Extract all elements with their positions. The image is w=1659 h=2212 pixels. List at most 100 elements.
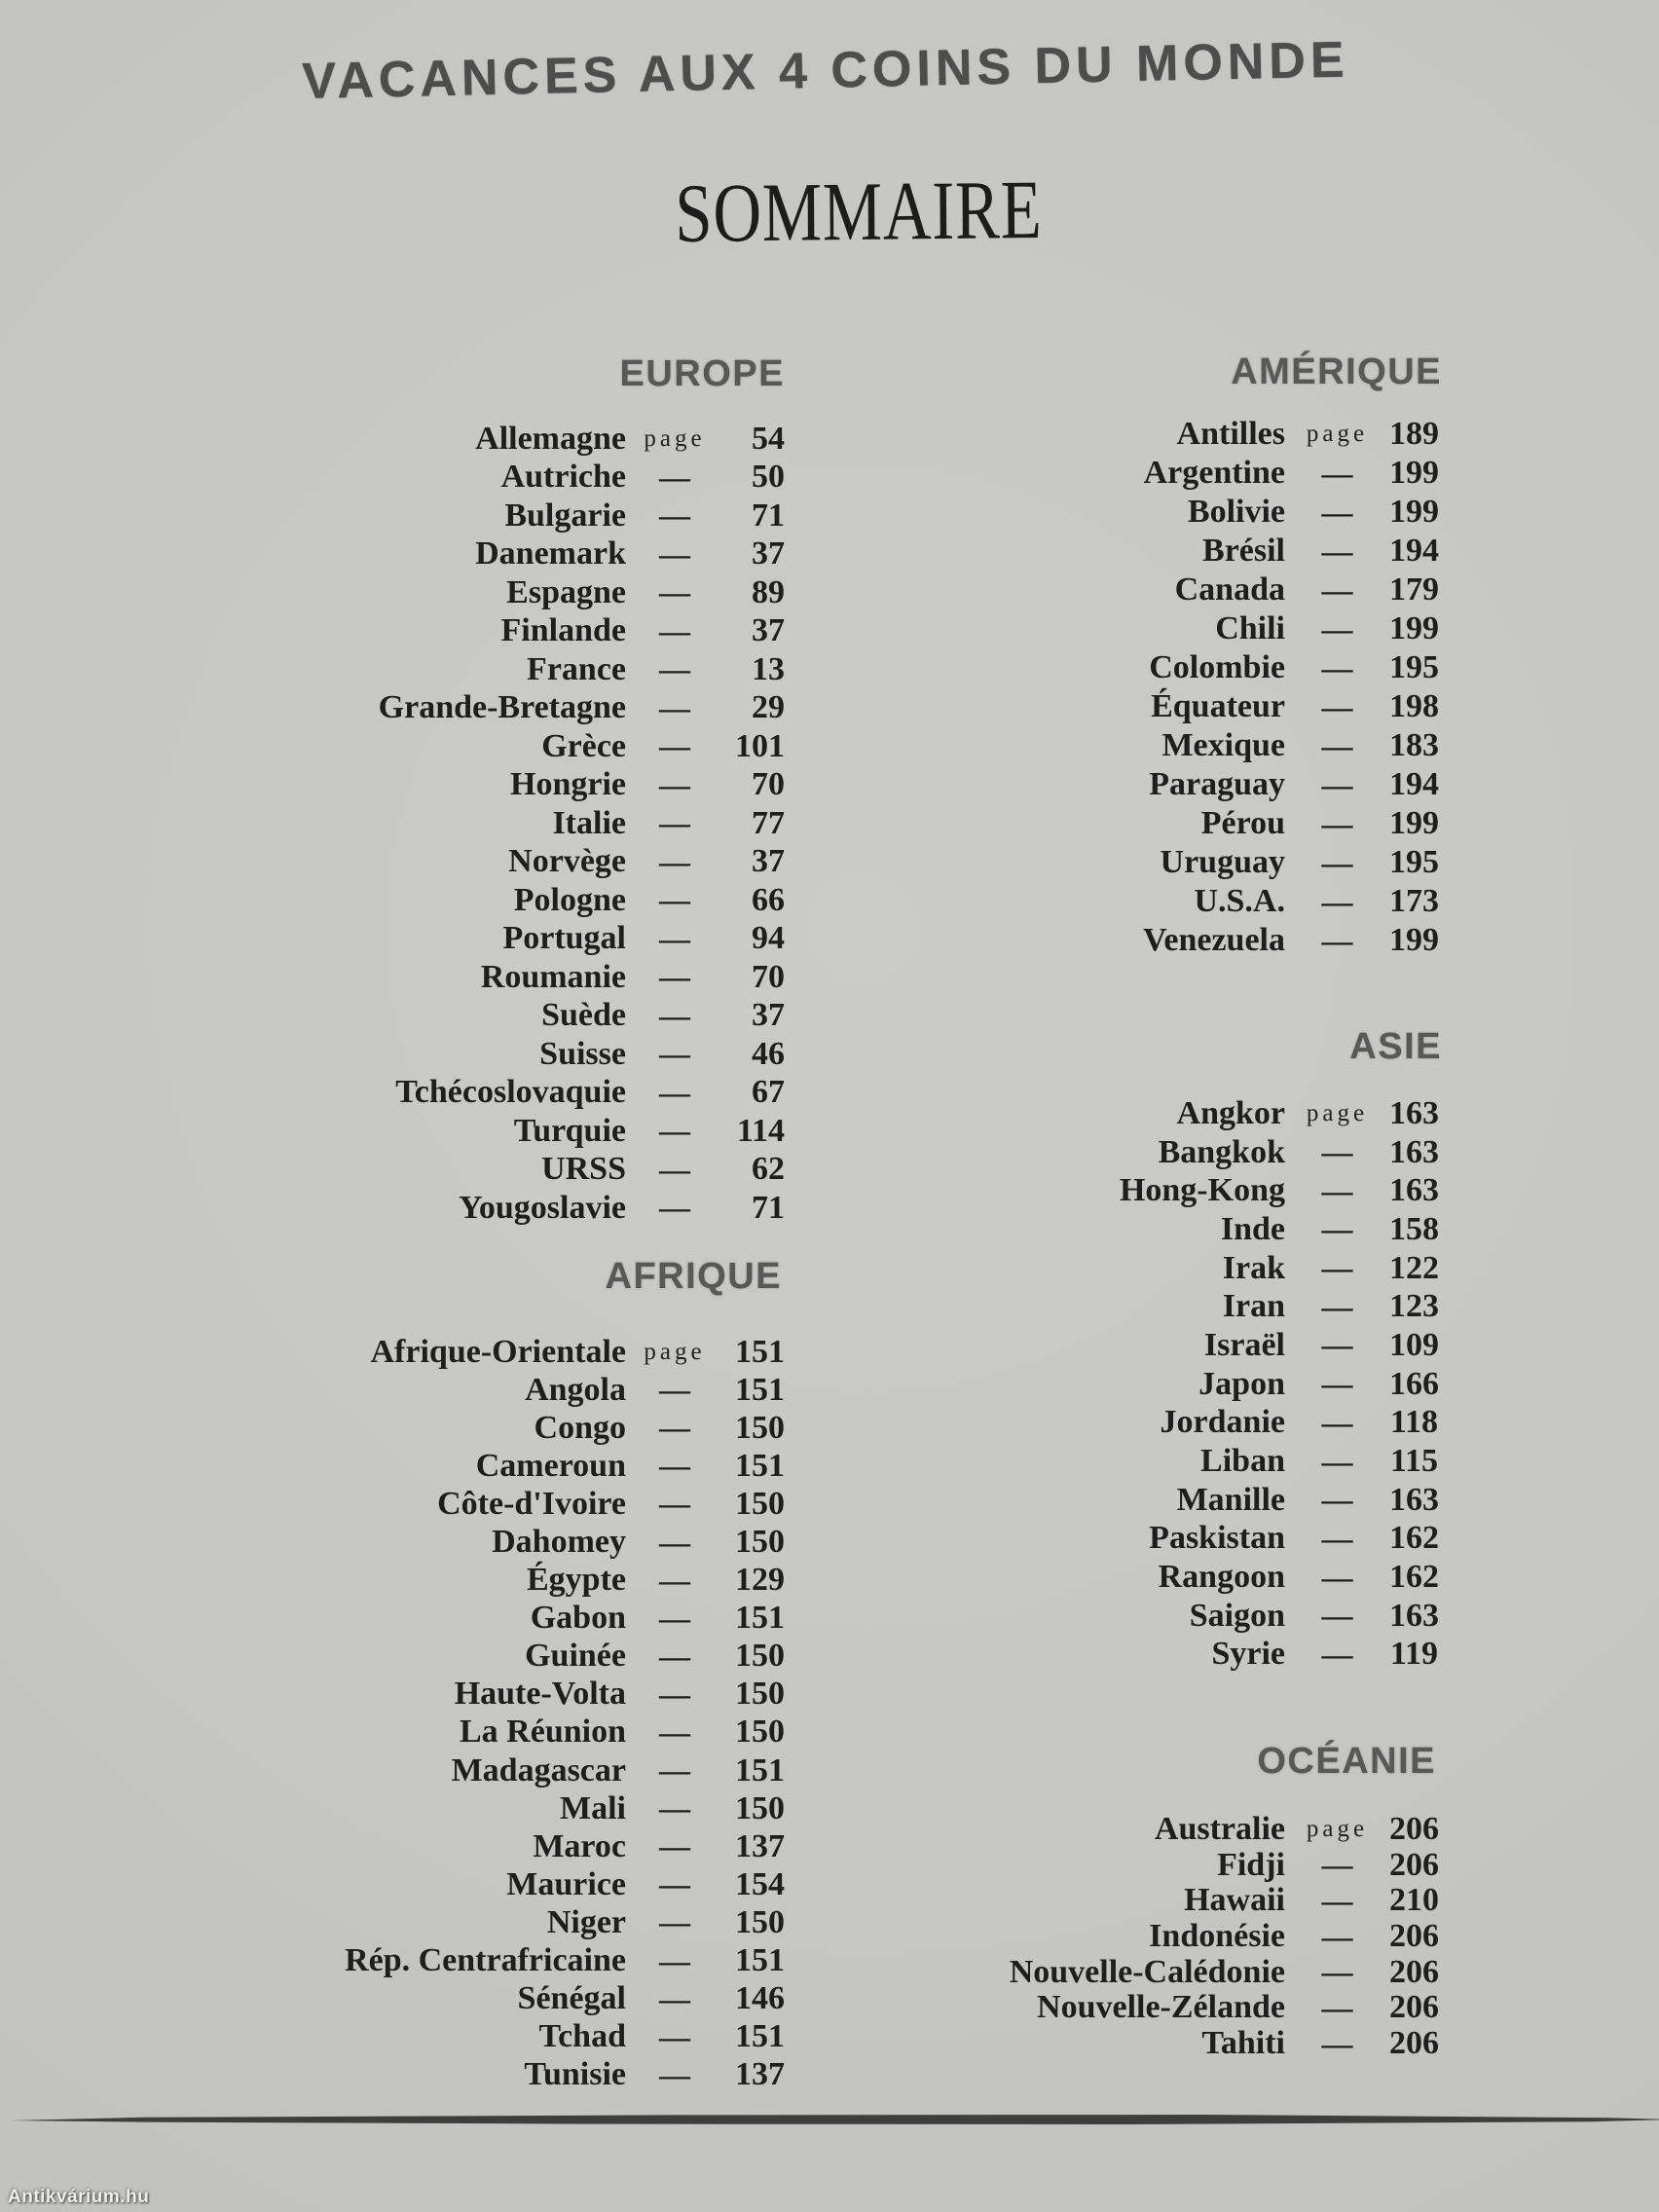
toc-entry: Cameroun — 151 <box>234 1447 785 1485</box>
country-name: Turquie <box>513 1112 626 1149</box>
country-name: Manille <box>1176 1481 1285 1518</box>
toc-entry: Colombie — 195 <box>935 648 1439 687</box>
page-number: 89 <box>752 573 785 610</box>
toc-entry: Roumanie — 70 <box>234 958 785 997</box>
page-number: 67 <box>752 1074 785 1111</box>
country-name: Mali <box>560 1789 626 1826</box>
country-name: Nouvelle-Zélande <box>1037 1989 1285 2026</box>
toc-entry: Danemark — 37 <box>234 535 785 574</box>
page-number: 163 <box>1389 1597 1439 1634</box>
toc-entry: Brésil — 194 <box>935 532 1439 571</box>
dash-separator: — <box>659 805 690 841</box>
dash-separator: — <box>659 1676 690 1712</box>
page-number: 199 <box>1389 455 1439 491</box>
dash-separator: — <box>1321 922 1353 958</box>
page-number: 210 <box>1389 1882 1439 1919</box>
page-number: 154 <box>735 1865 785 1902</box>
toc-entry: La Réunion — 150 <box>234 1714 785 1751</box>
page-number: 151 <box>735 1600 785 1637</box>
toc-entry: Manille — 163 <box>935 1481 1439 1520</box>
country-name: Venezuela <box>1142 922 1285 958</box>
country-name: Afrique-Orientale <box>370 1333 627 1370</box>
country-name: Tunisie <box>524 2056 626 2093</box>
section-header-europe: EUROPE <box>619 353 785 394</box>
dash-separator: — <box>1321 455 1353 491</box>
page-number: 195 <box>1389 649 1439 685</box>
toc-entry: Bangkok — 163 <box>935 1133 1439 1172</box>
page-number: 194 <box>1389 766 1439 802</box>
country-name: Tchécoslovaquie <box>395 1074 626 1111</box>
page-number: 119 <box>1389 1636 1438 1673</box>
page-word: page <box>644 424 706 452</box>
toc-entry: Indonésie — 206 <box>935 1918 1439 1954</box>
toc-entry: Venezuela — 199 <box>935 921 1439 960</box>
page-number: 199 <box>1389 922 1439 958</box>
dash-separator: — <box>1321 494 1353 530</box>
dash-separator: — <box>1321 1211 1353 1247</box>
dash-separator: — <box>659 1904 690 1940</box>
country-name: Bulgarie <box>504 497 626 534</box>
dash-separator: — <box>1321 610 1353 646</box>
country-name: Angola <box>525 1371 626 1408</box>
page-number: 206 <box>1389 1989 1439 2026</box>
page-number: 37 <box>752 612 785 649</box>
toc-entry: Israël — 109 <box>935 1326 1439 1365</box>
country-name: Liban <box>1200 1443 1285 1480</box>
toc-entry: Maurice — 154 <box>234 1865 785 1903</box>
dash-separator: — <box>659 1448 690 1484</box>
country-name: Paraguay <box>1149 766 1285 802</box>
toc-entry: Turquie — 114 <box>234 1112 785 1151</box>
toc-entry: Japon — 166 <box>935 1365 1439 1404</box>
toc-entry: Congo — 150 <box>234 1409 785 1447</box>
country-name: Uruguay <box>1160 844 1285 880</box>
dash-separator: — <box>659 1190 690 1226</box>
toc-entry: Uruguay — 195 <box>935 843 1439 882</box>
dash-separator: — <box>659 1372 690 1408</box>
section-header-afrique: AFRIQUE <box>605 1256 782 1297</box>
dash-separator: — <box>1321 1954 1353 1990</box>
country-name: Allemagne <box>475 420 626 457</box>
dash-separator: — <box>659 1036 690 1072</box>
toc-entry: Tchécoslovaquie — 67 <box>234 1074 785 1113</box>
dash-separator: — <box>1321 688 1353 724</box>
toc-entry: Sénégal — 146 <box>234 1980 785 2018</box>
dash-separator: — <box>1321 1404 1353 1440</box>
toc-entry: Iran — 123 <box>935 1287 1439 1326</box>
toc-entry: Madagascar — 151 <box>234 1751 785 1789</box>
country-name: Bolivie <box>1187 494 1285 530</box>
toc-entry: URSS — 62 <box>234 1151 785 1190</box>
country-name: Colombie <box>1149 649 1285 685</box>
toc-entry: U.S.A. — 173 <box>935 882 1439 921</box>
dash-separator: — <box>659 843 690 879</box>
country-name: Pérou <box>1200 805 1285 841</box>
page-number: 150 <box>735 1714 785 1751</box>
dash-separator: — <box>1321 1482 1353 1518</box>
page-number: 189 <box>1389 416 1439 452</box>
page-number: 54 <box>752 420 785 457</box>
country-name: Brésil <box>1202 533 1285 569</box>
toc-entry: Grèce — 101 <box>234 727 785 766</box>
page-number: 206 <box>1389 2025 1439 2062</box>
dash-separator: — <box>659 1980 690 2016</box>
country-name: Cameroun <box>475 1447 626 1484</box>
page-number: 94 <box>752 920 785 957</box>
dash-separator: — <box>1321 1882 1353 1918</box>
dash-separator: — <box>1321 533 1353 569</box>
dash-separator: — <box>659 766 690 802</box>
page-number: 163 <box>1389 1172 1439 1209</box>
country-name: Maroc <box>533 1827 626 1864</box>
page-number: 150 <box>735 1638 785 1675</box>
country-name: Sénégal <box>517 1980 626 2017</box>
page-number: 151 <box>735 1333 785 1370</box>
country-name: Niger <box>546 1903 626 1940</box>
page-number: 194 <box>1389 533 1439 569</box>
toc-entry: Fidji — 206 <box>935 1847 1439 1883</box>
dash-separator: — <box>1321 1172 1353 1208</box>
page-number: 183 <box>1389 727 1439 763</box>
page-number: 77 <box>752 804 785 841</box>
dash-separator: — <box>659 920 690 956</box>
toc-entry: Égypte — 129 <box>234 1562 785 1600</box>
toc-entry: Espagne — 89 <box>234 573 785 612</box>
dash-separator: — <box>659 612 690 648</box>
dash-separator: — <box>659 1942 690 1978</box>
